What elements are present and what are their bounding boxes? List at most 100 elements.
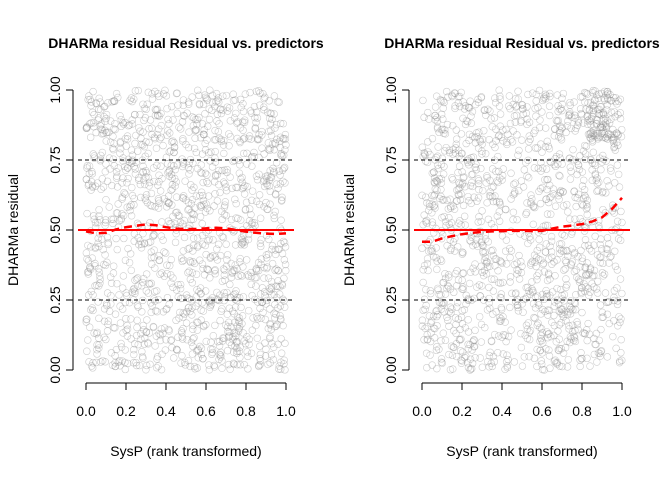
residual-point [485,283,493,292]
residual-point [208,348,217,357]
residual-point [160,195,168,203]
residual-point [446,285,455,293]
residual-point [164,217,173,225]
residual-point [544,269,553,278]
residual-point [459,114,467,123]
residual-point [278,193,286,202]
residual-point [166,261,174,270]
residual-point [203,171,211,179]
residual-point [217,307,225,316]
residual-point [542,290,551,298]
residual-point [117,214,126,223]
residual-point [255,191,264,199]
residual-point [129,359,138,367]
residual-point [92,99,101,108]
residual-point [593,277,602,286]
residual-point [574,117,582,125]
residual-point [118,193,127,201]
residual-point [461,183,469,191]
residual-point [270,169,278,177]
residual-point [273,320,282,329]
residual-point [260,106,268,114]
residual-point [440,129,448,138]
residual-point [246,88,254,97]
residual-point [179,101,188,110]
residual-point [213,245,221,253]
residual-point [590,266,599,275]
residual-point [452,135,461,143]
residual-point [471,133,479,142]
residual-point [271,266,279,274]
residual-point [94,234,102,243]
residual-point [531,144,540,152]
residual-point [468,346,476,354]
residual-point [232,109,240,118]
residual-point [576,93,585,101]
residual-point [590,350,599,359]
residual-point [169,212,177,221]
residual-point [591,170,600,178]
residual-point [443,242,451,250]
residual-point [197,168,205,177]
residual-point [495,131,503,140]
residual-point [594,133,602,142]
residual-point [165,199,173,208]
residual-point [189,258,197,266]
residual-point [588,166,596,174]
residual-point [93,341,101,349]
residual-point [262,251,271,259]
residual-point [279,120,287,128]
residual-point [179,96,188,104]
residual-point [465,196,473,205]
residual-point [546,242,554,250]
residual-point [603,234,612,242]
residual-point [270,211,278,220]
residual-point [187,215,196,224]
residual-point [263,181,272,189]
residual-point [471,268,479,276]
residual-point [240,337,249,345]
residual-point [429,312,438,320]
residual-point [420,261,429,270]
residual-point [571,326,579,335]
residual-point [110,139,118,148]
residual-point [464,359,472,367]
residual-point [586,129,595,138]
residual-point [190,144,199,153]
residual-point [96,122,105,130]
residual-point [562,317,570,325]
residual-point [135,124,143,132]
residual-point [544,330,552,338]
residual-point [265,287,274,296]
residual-point [266,333,274,341]
residual-point [584,319,592,328]
residual-point [542,92,550,100]
residual-point [496,200,504,209]
residual-point [266,305,274,313]
residual-point [220,166,229,174]
residual-point [453,298,462,307]
residual-point [159,329,167,338]
residual-point [156,187,165,195]
residual-point [210,363,219,371]
residual-point [543,210,552,218]
residual-point [242,256,251,264]
residual-point [153,161,161,170]
residual-point [430,174,439,182]
residual-point [554,160,562,168]
residual-point [199,196,208,205]
residual-point [616,275,625,283]
residual-point [565,321,573,330]
y-tick-label: 1.00 [383,76,399,103]
residual-point [588,112,596,121]
residual-point [538,365,547,374]
residual-point [535,269,543,277]
residual-point [141,180,149,189]
residual-point [128,191,137,200]
residual-point [193,120,201,128]
residual-point [239,329,247,337]
residual-point [167,336,175,345]
residual-point [141,114,150,122]
residual-point [211,126,219,135]
residual-point [471,163,480,172]
